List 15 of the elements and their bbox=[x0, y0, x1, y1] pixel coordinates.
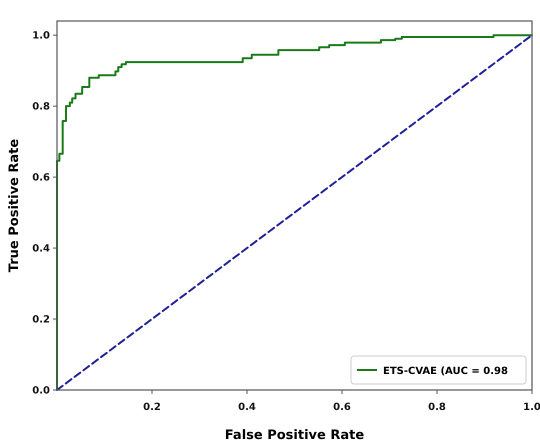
x-tick-label: 0.2 bbox=[143, 402, 161, 413]
y-tick-label: 0.8 bbox=[32, 102, 50, 113]
x-tick-label: 0.4 bbox=[238, 402, 256, 413]
y-tick-label: 0.0 bbox=[32, 386, 50, 396]
legend-label: ETS-CVAE (AUC = 0.98 bbox=[383, 366, 508, 377]
y-tick-label: 0.6 bbox=[32, 172, 50, 184]
x-tick-label: 0.6 bbox=[333, 402, 351, 413]
y-tick-label: 0.2 bbox=[32, 314, 50, 326]
x-axis-title: False Positive Rate bbox=[224, 428, 364, 443]
x-tick-label: 0.8 bbox=[428, 402, 446, 413]
y-axis-title: True Positive Rate bbox=[7, 138, 22, 272]
x-tick-label: 1.0 bbox=[523, 402, 540, 413]
y-tick-label: 1.0 bbox=[32, 30, 50, 42]
y-tick-label: 0.4 bbox=[32, 244, 50, 255]
line-series bbox=[56, 34, 533, 391]
